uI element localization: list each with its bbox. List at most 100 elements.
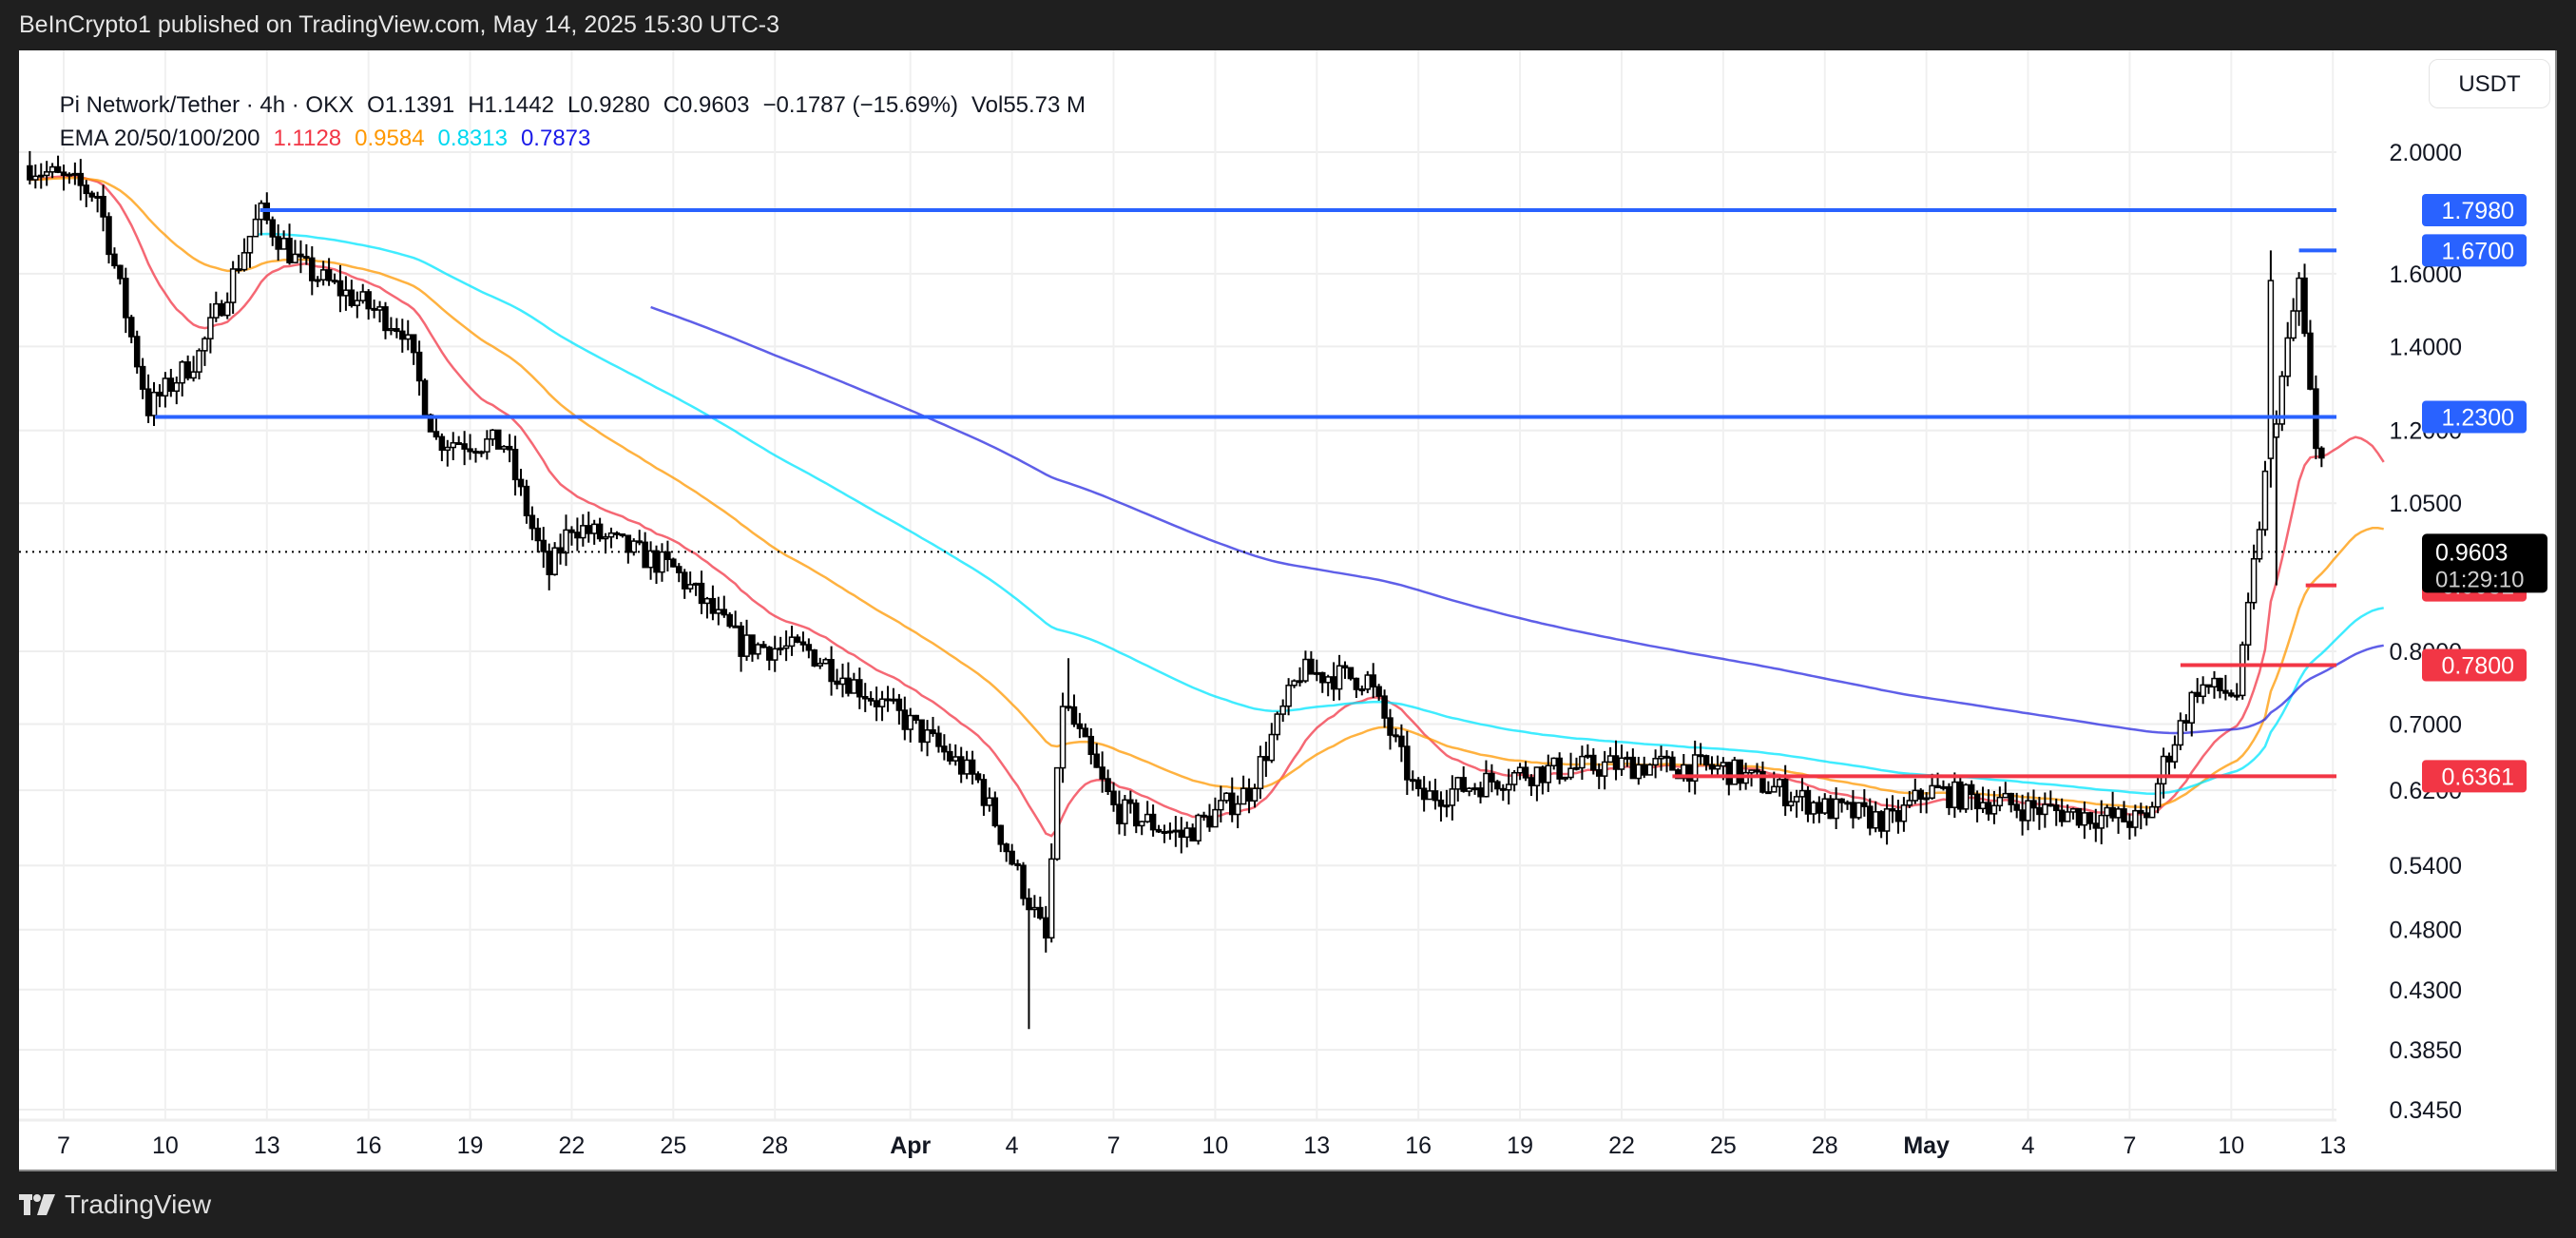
- candle: [1358, 688, 1366, 692]
- candle: [1353, 677, 1360, 690]
- candle: [1500, 787, 1507, 791]
- candle: [1996, 796, 2004, 807]
- candle: [1494, 781, 1501, 790]
- candle: [890, 698, 897, 702]
- candle: [1641, 764, 1647, 776]
- candle: [2081, 812, 2088, 826]
- candle: [348, 289, 356, 306]
- candle: [1771, 785, 1778, 793]
- candle: [1505, 783, 1512, 791]
- candle: [1291, 680, 1298, 687]
- candle: [619, 533, 626, 537]
- candle: [1827, 798, 1834, 820]
- candle: [235, 268, 242, 272]
- chart-panel[interactable]: 2.00001.60001.40001.20001.05000.80000.70…: [19, 50, 2557, 1171]
- candle: [1443, 804, 1451, 808]
- current-price-value: 0.9603: [2435, 539, 2508, 566]
- candle: [811, 649, 818, 667]
- tradingview-footer[interactable]: TradingView: [19, 1181, 211, 1228]
- candle: [478, 451, 485, 455]
- candle: [941, 745, 948, 753]
- candle: [2052, 804, 2060, 812]
- candle: [924, 729, 931, 744]
- candle: [642, 541, 648, 569]
- candle: [2047, 803, 2054, 807]
- candle: [2284, 337, 2291, 377]
- candle: [133, 336, 141, 368]
- ohlc-close: C0.9603: [663, 92, 750, 118]
- support-price-label: 0.7800: [2442, 653, 2514, 680]
- candle: [111, 253, 118, 267]
- x-tick-label: 13: [1303, 1132, 1330, 1159]
- candle: [490, 429, 496, 440]
- candle: [376, 306, 383, 311]
- candle: [534, 527, 542, 542]
- symbol-legend: Pi Network/Tether · 4h · OKX O1.1391 H1.14…: [34, 66, 1099, 145]
- candle: [782, 645, 790, 649]
- symbol-name[interactable]: Pi Network/Tether · 4h · OKX: [59, 92, 355, 118]
- candle: [1681, 764, 1687, 780]
- candle: [580, 525, 586, 539]
- candle: [438, 435, 446, 452]
- candle: [2092, 822, 2100, 829]
- candle: [947, 750, 953, 762]
- candle: [240, 252, 248, 271]
- candle: [517, 478, 525, 488]
- x-tick-label: 10: [1202, 1132, 1229, 1159]
- candle: [1838, 798, 1845, 803]
- candle: [229, 268, 237, 303]
- price-chart[interactable]: 2.00001.60001.40001.20001.05000.80000.70…: [19, 50, 2557, 1171]
- candle: [1652, 758, 1659, 766]
- candle: [1003, 843, 1009, 853]
- candle: [1968, 783, 1975, 796]
- candle: [901, 709, 909, 730]
- candle: [1318, 671, 1326, 684]
- candle: [2188, 691, 2196, 724]
- candle: [1279, 705, 1286, 715]
- currency-unit-button[interactable]: USDT: [2429, 59, 2550, 108]
- y-axis-labels: 2.00001.60001.40001.20001.05000.80000.70…: [2390, 140, 2462, 1124]
- candle: [2318, 447, 2325, 459]
- candle: [1048, 858, 1055, 939]
- candle: [1082, 727, 1089, 738]
- candle: [670, 558, 677, 568]
- candle: [2086, 812, 2094, 824]
- candle: [1894, 809, 1902, 822]
- candle: [213, 302, 220, 319]
- candle: [1635, 764, 1643, 780]
- candle: [1725, 762, 1733, 785]
- x-tick-label: 28: [1812, 1132, 1838, 1159]
- candle: [1787, 801, 1795, 807]
- candle: [1274, 713, 1280, 736]
- candle: [732, 625, 739, 629]
- ema-legend[interactable]: EMA 20/50/100/200 1.1128 0.9584 0.8313 0.787…: [34, 99, 604, 179]
- candle: [1618, 757, 1625, 770]
- candle: [280, 238, 287, 250]
- candle: [743, 634, 750, 657]
- candle: [472, 451, 479, 455]
- candle: [851, 679, 857, 694]
- candle: [1669, 756, 1676, 771]
- candle: [2030, 800, 2037, 809]
- candle: [647, 550, 654, 569]
- candle: [1691, 754, 1699, 783]
- y-tick-label: 0.4800: [2390, 918, 2462, 944]
- candle: [1810, 802, 1817, 815]
- candle: [43, 171, 50, 177]
- candle: [867, 698, 875, 702]
- candle: [1675, 769, 1682, 780]
- candle: [433, 431, 440, 438]
- candle: [991, 797, 999, 827]
- candle: [1900, 804, 1908, 822]
- candle: [839, 677, 846, 686]
- candle: [484, 438, 490, 453]
- candle: [1336, 665, 1343, 690]
- candle: [88, 192, 95, 198]
- candle: [1297, 680, 1303, 684]
- candle: [1218, 800, 1224, 811]
- candle: [1934, 784, 1941, 789]
- x-tick-label: 10: [2218, 1132, 2244, 1159]
- candle: [1708, 764, 1716, 770]
- candle: [574, 532, 581, 539]
